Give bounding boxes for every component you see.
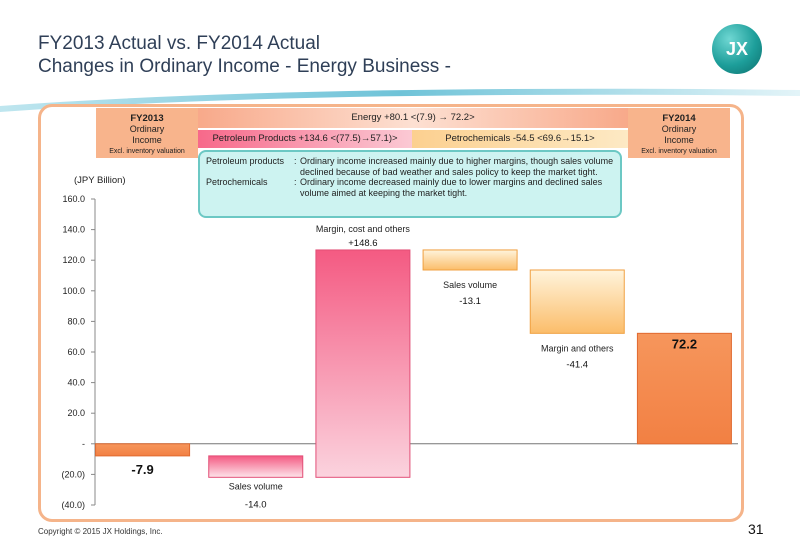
note-petroleum-text: Ordinary income increased mainly due to … [300,156,614,177]
page-number: 31 [748,521,764,537]
note-separator: : [294,156,297,166]
note-row-petrochemicals: Petrochemicals : Ordinary income decreas… [206,177,614,198]
waterfall-bar [315,249,411,478]
y-tick-label: (20.0) [61,469,85,479]
bar-category-label: Margin and others [541,343,614,353]
title-line-2: Changes in Ordinary Income - Energy Busi… [38,56,451,77]
petrochemicals-summary: Petrochemicals -54.5 <69.6→15.1> [412,130,628,148]
header-fy2014: FY2014 Ordinary Income Excl. inventory v… [628,108,730,158]
y-tick-label: 160.0 [62,194,85,204]
company-logo: JX [712,24,762,74]
petroleum-summary: Petroleum Products +134.6 <(77.5)→57.1)> [198,130,412,148]
y-tick-label: - [82,439,85,449]
header-fy2014-line2: Income [664,135,694,145]
y-tick-label: 60.0 [67,347,85,357]
title-line-1: FY2013 Actual vs. FY2014 Actual [38,33,321,54]
note-row-petroleum: Petroleum products : Ordinary income inc… [206,156,614,177]
y-tick-label: 100.0 [62,286,85,296]
y-tick-label: 80.0 [67,316,85,326]
energy-summary: Energy +80.1 <(7.9) → 72.2> [198,108,628,128]
note-separator: : [294,177,297,187]
header-fy2013-line1: Ordinary [129,124,165,134]
bar-value-label: -13.1 [459,296,481,307]
bar-category-label: Sales volume [229,481,283,491]
y-axis-unit: (JPY Billion) [74,175,126,186]
bar-value-label: -7.9 [131,462,153,477]
bar-category-label: Margin, cost and others [316,224,411,234]
y-tick-label: 140.0 [62,225,85,235]
header-fy2013-line3: Excl. inventory valuation [109,148,185,155]
y-tick-label: (40.0) [61,500,85,510]
waterfall-bar [422,249,518,271]
header-fy2013-year: FY2013 [130,113,164,124]
y-tick-label: 120.0 [62,255,85,265]
header-fy2013: FY2013 Ordinary Income Excl. inventory v… [96,108,198,158]
bar-value-label: 72.2 [672,337,697,352]
explanation-note: Petroleum products : Ordinary income inc… [198,150,622,218]
slide-title: FY2013 Actual vs. FY2014 Actual Changes … [38,32,451,78]
bar-category-label: Sales volume [443,280,497,290]
header-swoosh [0,88,800,112]
bar-value-label: -41.4 [566,359,588,370]
header-fy2014-line1: Ordinary [661,124,697,134]
header-fy2014-line3: Excl. inventory valuation [641,148,717,155]
bar-value-label: -14.0 [245,499,267,510]
header-fy2014-year: FY2014 [662,113,696,124]
y-tick-label: 20.0 [67,408,85,418]
waterfall-bar [529,269,625,334]
header-fy2013-line2: Income [132,135,162,145]
copyright-footer: Copyright © 2015 JX Holdings, Inc. [38,527,163,536]
y-tick-label: 40.0 [67,378,85,388]
bar-value-label: +148.6 [348,238,377,249]
waterfall-bar [95,443,191,457]
note-petrochemicals-key: Petrochemicals [206,177,268,187]
waterfall-bar [208,455,304,478]
note-petroleum-key: Petroleum products [206,156,285,166]
waterfall-bar [636,332,732,445]
note-petrochemicals-text: Ordinary income decreased mainly due to … [300,177,603,198]
